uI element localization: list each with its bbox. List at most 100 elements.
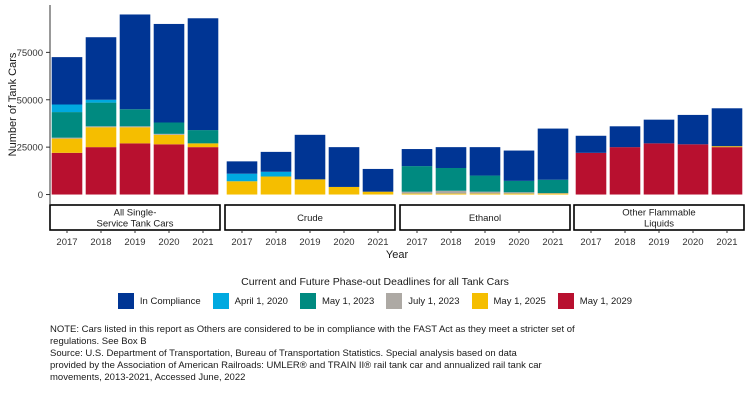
x-axis-title: Year — [386, 249, 409, 261]
bar-segment — [119, 109, 151, 127]
bar-segment — [435, 190, 467, 194]
bar-segment — [187, 147, 219, 195]
bar-segment — [435, 147, 467, 168]
bar-segment — [328, 186, 360, 195]
bar-segment — [711, 108, 743, 147]
bar-segment — [153, 122, 185, 134]
y-tick-label: 0 — [38, 190, 43, 201]
x-tick-label: 2018 — [614, 237, 635, 248]
bar-segment — [537, 179, 569, 194]
bar-segment — [575, 135, 607, 153]
bar-segment — [119, 126, 151, 128]
bar-segment — [260, 176, 292, 195]
legend-swatch — [386, 293, 403, 309]
legend-label: May 1, 2023 — [321, 295, 375, 307]
x-tick-label: 2019 — [299, 237, 320, 248]
bar-segment — [469, 193, 501, 195]
source-line: provided by the Association of American … — [50, 360, 542, 371]
legend-item: May 1, 2029 — [557, 293, 632, 309]
bar-segment — [537, 128, 569, 180]
bar-segment — [503, 180, 535, 193]
x-tick-label: 2019 — [474, 237, 495, 248]
source-line: Source: U.S. Department of Transportatio… — [50, 348, 517, 359]
y-tick-label: 75000 — [17, 48, 43, 59]
facet-label: All Single- — [114, 208, 157, 219]
bar-segment — [469, 147, 501, 176]
bar-segment — [153, 133, 185, 135]
facet-label: Ethanol — [469, 213, 501, 224]
bar-segment — [187, 18, 219, 131]
x-tick-label: 2017 — [231, 237, 252, 248]
legend-label: In Compliance — [139, 295, 201, 307]
bar-segment — [260, 171, 292, 177]
bar-segment — [503, 150, 535, 181]
x-tick-label: 2020 — [158, 237, 179, 248]
bar-segment — [85, 102, 117, 127]
legend-swatch — [117, 293, 134, 309]
bar-segment — [51, 152, 83, 195]
bar-segment — [537, 193, 569, 194]
x-tick-label: 2021 — [716, 237, 737, 248]
bar-segment — [226, 181, 258, 195]
legend-item: May 1, 2025 — [471, 293, 546, 309]
bar-segment — [435, 167, 467, 191]
bar-segment — [469, 191, 501, 194]
legend-item: July 1, 2023 — [386, 293, 460, 309]
bar-segment — [711, 147, 743, 195]
bar-segment — [187, 143, 219, 148]
bar-segment — [119, 143, 151, 195]
bar-segment — [51, 104, 83, 113]
facet-label: Other Flammable — [622, 208, 695, 219]
bar-segment — [362, 191, 394, 195]
bar-segment — [294, 134, 326, 180]
x-tick-label: 2018 — [440, 237, 461, 248]
x-tick-label: 2018 — [265, 237, 286, 248]
x-tick-label: 2017 — [56, 237, 77, 248]
bar-segment — [575, 152, 607, 195]
x-tick-label: 2021 — [542, 237, 563, 248]
bar-segment — [401, 191, 433, 194]
facet-strip — [49, 204, 221, 231]
bar-segment — [153, 134, 185, 145]
bar-segment — [401, 166, 433, 192]
bar-segment — [401, 193, 433, 195]
bar-segment — [119, 127, 151, 144]
bar-segment — [435, 193, 467, 195]
y-tick-label: 50000 — [17, 95, 43, 106]
x-tick-label: 2018 — [90, 237, 111, 248]
bar-segment — [119, 14, 151, 110]
bar-segment — [85, 127, 117, 148]
note-line: regulations. See Box B — [50, 336, 147, 347]
legend-item: May 1, 2023 — [299, 293, 375, 309]
bar-segment — [51, 138, 83, 153]
y-axis-title: Number of Tank Cars — [7, 52, 19, 156]
legend-swatch — [212, 293, 229, 309]
facet-label: Liquids — [644, 219, 674, 230]
bar-segment — [711, 146, 743, 148]
source-line: movements, 2013-2021, Accessed June, 202… — [50, 372, 246, 383]
bar-segment — [85, 99, 117, 103]
facet-strip — [573, 204, 745, 231]
bar-segment — [677, 114, 709, 145]
legend-swatch — [471, 293, 488, 309]
x-tick-label: 2017 — [406, 237, 427, 248]
bar-segment — [51, 112, 83, 138]
bar-segment — [643, 119, 675, 144]
bar-segment — [609, 126, 641, 148]
facet-label: Service Tank Cars — [97, 219, 174, 230]
bar-segment — [503, 192, 535, 194]
bar-segment — [51, 57, 83, 105]
legend-item: In Compliance — [117, 293, 201, 309]
bar-segment — [153, 23, 185, 123]
x-tick-label: 2020 — [682, 237, 703, 248]
bar-segment — [294, 179, 326, 195]
facet-strip — [399, 204, 571, 231]
bar-segment — [609, 147, 641, 195]
legend-items: In Compliance April 1, 2020 May 1, 2023 Jul… — [0, 293, 750, 309]
legend-swatch — [557, 293, 574, 309]
bar-segment — [226, 161, 258, 174]
legend-label: May 1, 2025 — [493, 295, 546, 307]
facet-label: Crude — [297, 213, 323, 224]
x-tick-label: 2019 — [648, 237, 669, 248]
